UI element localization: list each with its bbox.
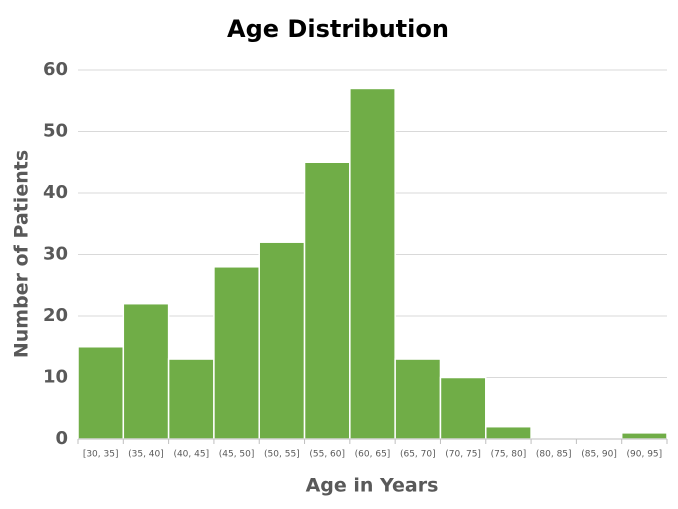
x-tick-label: (60, 65] <box>355 450 391 460</box>
x-tick-label: (55, 60] <box>309 450 345 460</box>
x-tick-label: (40, 45] <box>173 450 209 460</box>
bar <box>77 346 125 440</box>
x-tick-label: (85, 90] <box>581 450 617 460</box>
bar <box>349 87 396 440</box>
y-tick-label: 30 <box>43 244 68 265</box>
x-tick-label: (70, 75] <box>445 450 481 460</box>
x-tick-label: (90, 95] <box>627 450 663 460</box>
x-tick-label: (45, 50] <box>219 450 255 460</box>
x-tick-label: (80, 85] <box>536 450 572 460</box>
bar <box>439 376 487 440</box>
x-axis-title: Age in Years <box>306 475 439 497</box>
y-tick-label: 40 <box>43 182 68 203</box>
y-tick-label: 20 <box>43 305 68 326</box>
y-tick-label: 60 <box>43 59 68 80</box>
bar <box>303 161 351 440</box>
bar <box>122 302 170 440</box>
bar <box>485 425 532 440</box>
x-tick-label: (50, 55] <box>264 450 300 460</box>
y-tick-label: 0 <box>55 428 68 449</box>
bar <box>213 266 260 440</box>
bar <box>167 358 215 440</box>
x-tick-label: [30, 35] <box>83 450 119 460</box>
x-tick-label: (35, 40] <box>128 450 164 460</box>
bar <box>394 358 442 440</box>
chart-title: Age Distribution <box>227 15 449 43</box>
bar <box>258 241 306 440</box>
y-tick-label: 10 <box>43 367 68 388</box>
y-tick-label: 50 <box>43 121 68 142</box>
bar <box>620 432 668 440</box>
y-axis-title: Number of Patients <box>11 150 33 358</box>
x-tick-label: (75, 80] <box>491 450 527 460</box>
x-tick-label: (65, 70] <box>400 450 436 460</box>
